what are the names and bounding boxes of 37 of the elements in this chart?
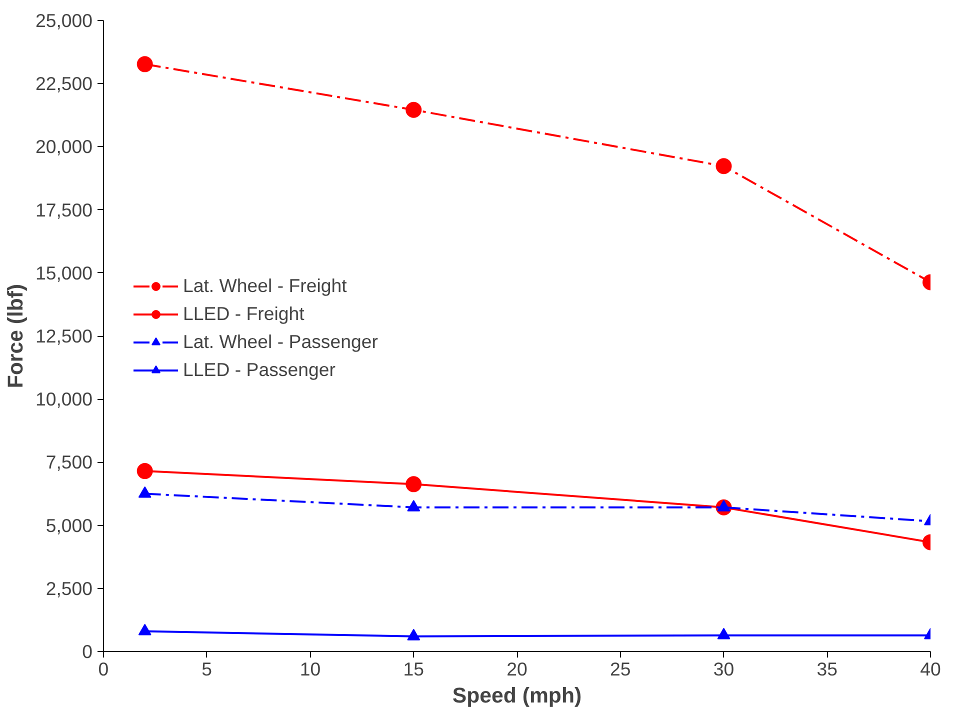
legend-label: LLED - Passenger: [183, 359, 336, 381]
y-tick-label: 10,000: [35, 388, 92, 410]
y-tick-label: 2,500: [46, 578, 92, 599]
x-tick-label: 30: [713, 658, 734, 680]
point: [407, 500, 420, 512]
point: [716, 158, 732, 174]
y-tick-label: 22,500: [35, 73, 92, 94]
y-tick-label: 0: [82, 641, 93, 662]
x-tick-label: 35: [816, 658, 838, 680]
y-tick-label: 5,000: [46, 514, 92, 536]
legend-label: Lat. Wheel - Passenger: [183, 331, 378, 353]
x-tick-label: 15: [403, 658, 424, 680]
point: [136, 56, 153, 72]
y-tick-label: 20,000: [35, 136, 92, 158]
legend-label: Lat. Wheel - Freight: [183, 275, 347, 297]
y-tick-label: 17,500: [35, 199, 92, 220]
x-tick-label: 10: [300, 658, 321, 680]
legend-label: LLED - Freight: [183, 303, 304, 325]
y-axis-title: Force (lbf): [3, 284, 28, 388]
x-tick-label: 40: [920, 658, 941, 680]
x-tick-label: 0: [98, 658, 109, 680]
point: [717, 628, 730, 640]
y-tick-label: 12,500: [35, 326, 92, 346]
x-axis-title: Speed (mph): [452, 684, 582, 708]
y-tick-label: 7,500: [46, 452, 92, 473]
point: [136, 463, 153, 480]
x-tick-label: 20: [506, 658, 528, 680]
point: [407, 628, 420, 640]
x-tick-label: 25: [610, 658, 631, 680]
point: [138, 486, 152, 498]
y-tick-label: 15,000: [35, 262, 92, 284]
point: [138, 624, 152, 636]
x-tick-label: 5: [202, 658, 212, 680]
point: [406, 476, 422, 492]
point: [717, 500, 730, 512]
y-tick-label: 25,000: [35, 10, 92, 31]
point: [406, 102, 422, 118]
